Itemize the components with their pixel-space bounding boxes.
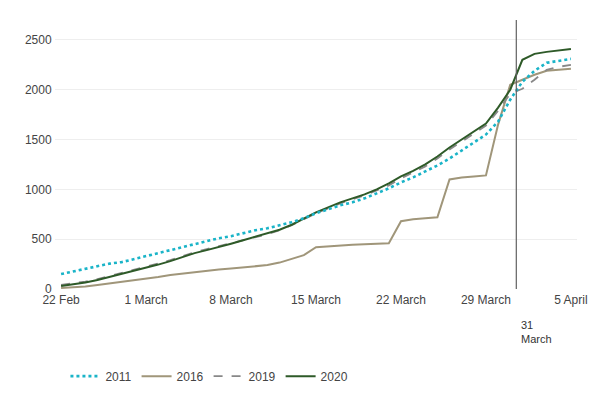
svg-text:15 March: 15 March — [291, 293, 341, 307]
svg-text:8 March: 8 March — [209, 293, 252, 307]
svg-text:5 April: 5 April — [554, 293, 587, 307]
svg-text:2019: 2019 — [249, 370, 276, 384]
svg-text:500: 500 — [32, 232, 52, 246]
svg-text:22 March: 22 March — [376, 293, 426, 307]
svg-text:1 March: 1 March — [124, 293, 167, 307]
svg-text:2000: 2000 — [25, 83, 52, 97]
svg-text:2020: 2020 — [321, 370, 348, 384]
svg-text:1500: 1500 — [25, 133, 52, 147]
svg-text:1000: 1000 — [25, 183, 52, 197]
svg-text:22 Feb: 22 Feb — [42, 293, 80, 307]
svg-text:2500: 2500 — [25, 33, 52, 47]
svg-text:31March: 31March — [521, 319, 552, 345]
svg-text:2011: 2011 — [105, 370, 131, 384]
svg-text:0: 0 — [45, 282, 52, 296]
svg-text:2016: 2016 — [177, 370, 204, 384]
svg-text:29 March: 29 March — [461, 293, 511, 307]
